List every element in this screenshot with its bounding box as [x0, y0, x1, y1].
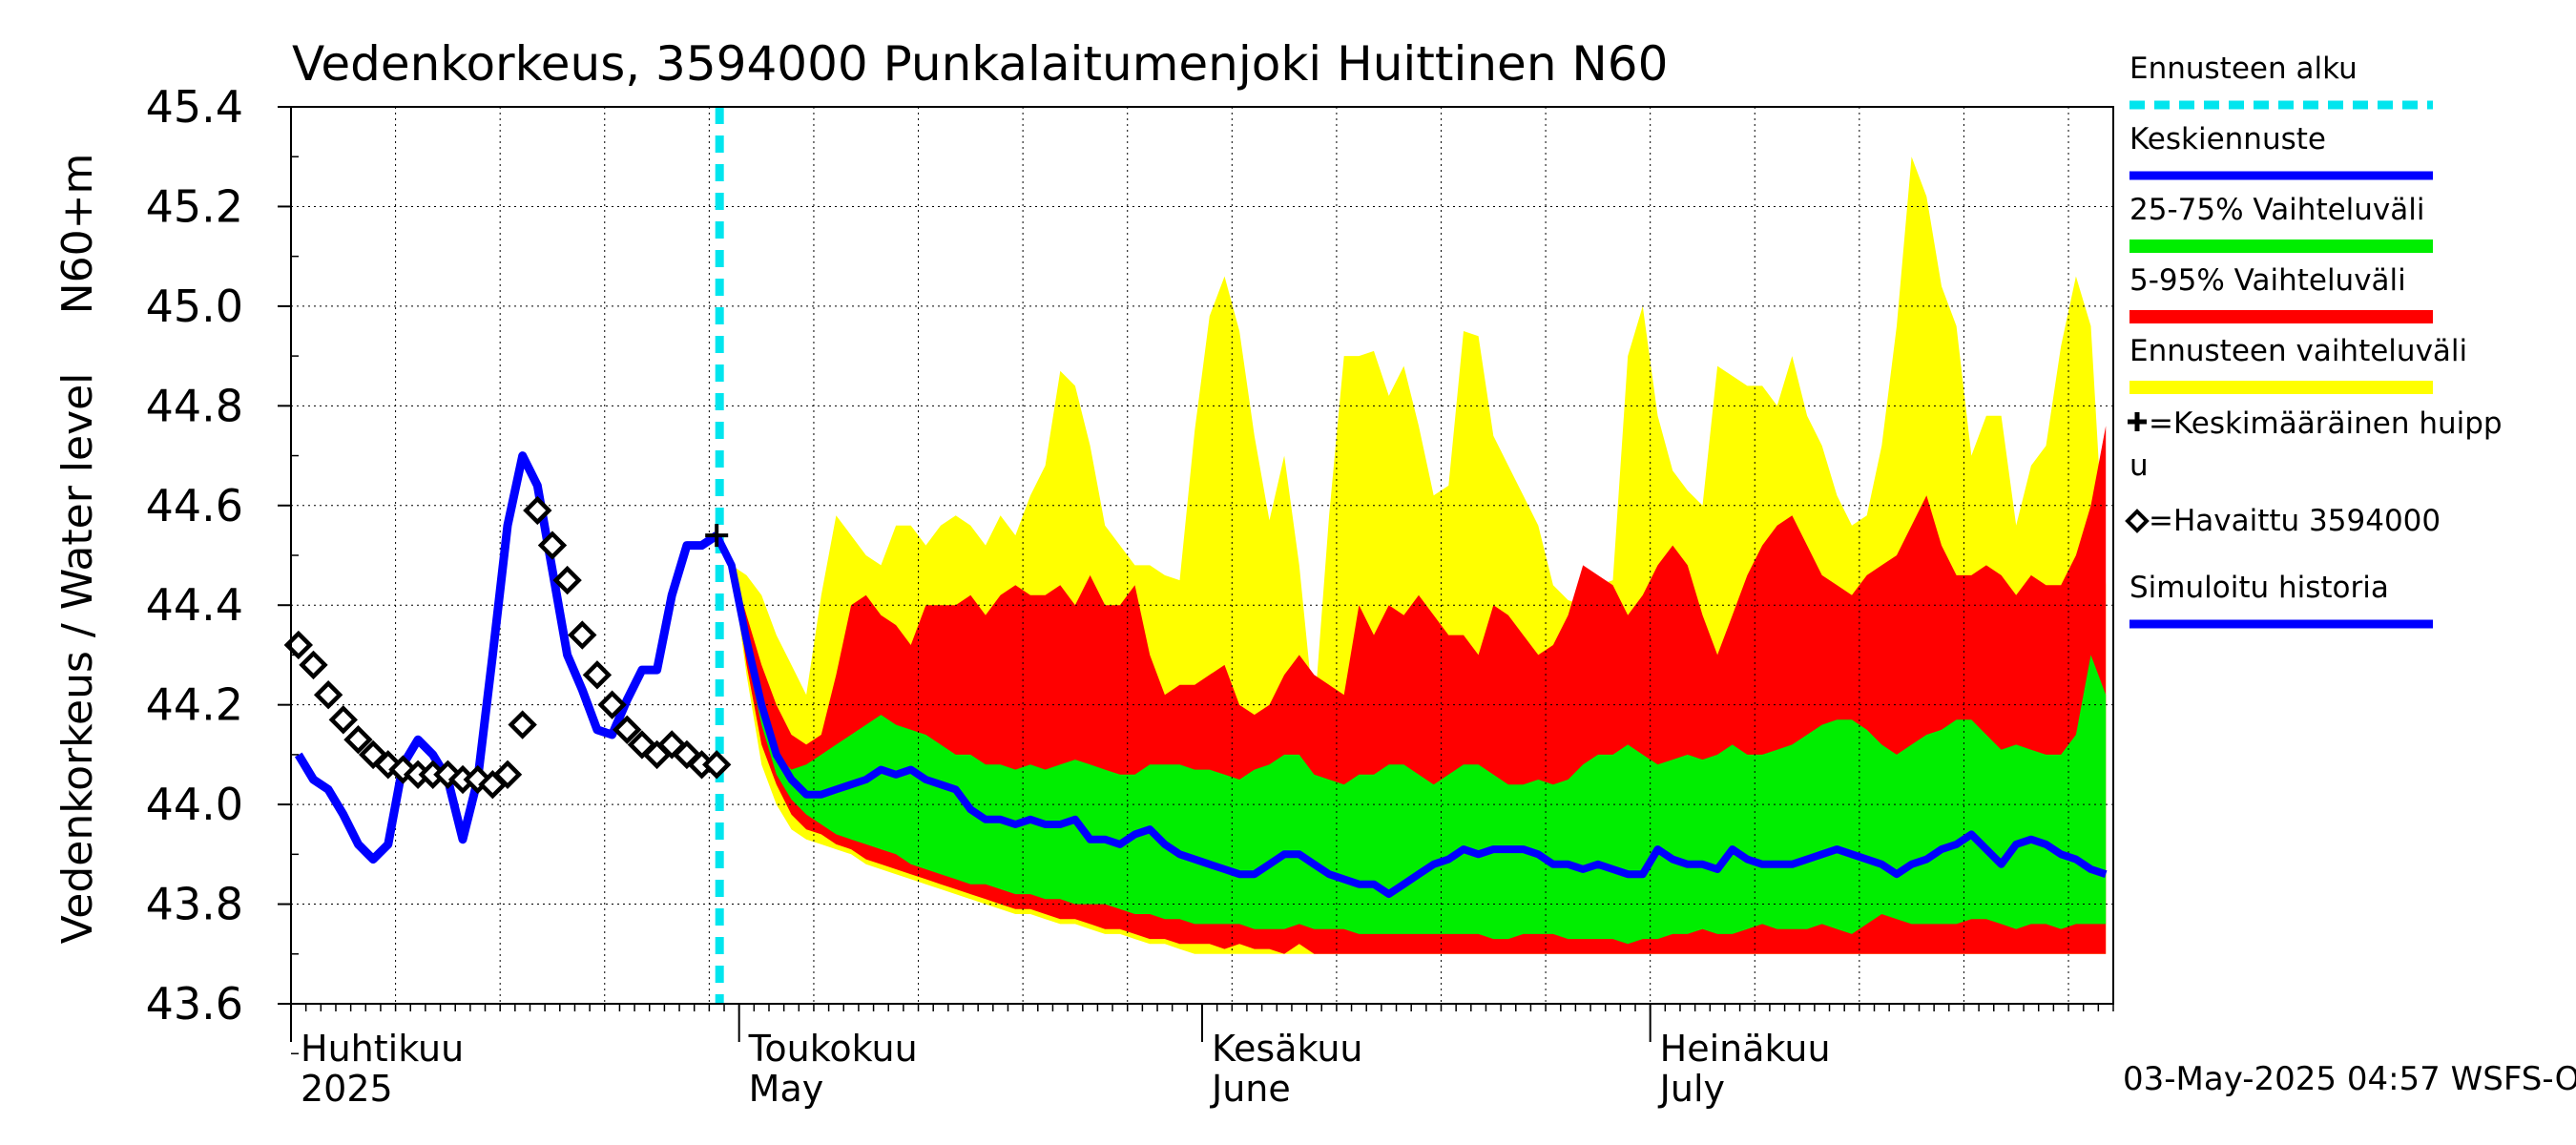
observed-point [582, 660, 613, 690]
observed-point [463, 764, 492, 795]
observed-point [597, 690, 627, 719]
observed-point [508, 710, 537, 739]
month-label-second: May [749, 1068, 824, 1110]
observed-point [343, 725, 373, 755]
y-tick-label: 44.4 [146, 579, 243, 631]
observed-point [702, 750, 732, 780]
grid [290, 106, 2113, 1005]
y-tick-label: 43.6 [146, 978, 243, 1030]
observed-point [492, 760, 523, 789]
legend-label: 5-95% Vaihteluväli [2129, 263, 2406, 298]
legend-swatch [2129, 310, 2433, 323]
y-tick-label: 45.4 [146, 81, 243, 133]
observed-point [328, 705, 358, 735]
legend-observed-symbol [2125, 509, 2150, 533]
y-tick-label: 43.8 [146, 879, 243, 930]
month-label-second: July [1658, 1068, 1725, 1110]
observed-markers [283, 495, 732, 800]
month-label-fi: Huhtikuu [301, 1028, 464, 1070]
y-tick-label: 45.2 [146, 180, 243, 232]
legend-swatch [2129, 239, 2433, 253]
legend-label: =Havaittu 3594000 [2149, 504, 2441, 538]
observed-point [552, 565, 582, 595]
legend-swatch [2129, 381, 2433, 394]
observed-point [537, 531, 568, 560]
simulated-history-line [294, 451, 719, 864]
y-tick-label: 44.6 [146, 480, 243, 531]
plot-area [283, 106, 2113, 1005]
observed-point [299, 650, 328, 680]
legend-label-continued: u [2129, 448, 2149, 483]
observed-point [313, 680, 343, 710]
25-75-range-area [717, 535, 2107, 945]
mean-peak-marker [705, 524, 729, 548]
series-lines [294, 107, 2108, 1004]
y-tick-label: 45.0 [146, 281, 243, 332]
month-label-fi: Toukokuu [748, 1028, 918, 1070]
observed-point [358, 739, 388, 770]
legend-mean-peak-symbol [2128, 412, 2147, 431]
y-axis-unit-label: N60+m [53, 154, 102, 315]
month-label-second: 2025 [301, 1068, 393, 1110]
mean-forecast-line [713, 533, 2108, 899]
footer-timestamp: 03-May-2025 04:57 WSFS-O [2123, 1060, 2576, 1098]
observed-point [388, 755, 418, 784]
y-tick-label: 44.8 [146, 380, 243, 431]
25-75-range-band [717, 535, 2107, 945]
legend-label: Keskiennuste [2129, 122, 2326, 156]
month-label-fi: Kesäkuu [1212, 1028, 1363, 1070]
month-label-fi: Heinäkuu [1660, 1028, 1831, 1070]
observed-point [523, 495, 552, 526]
y-axis-label: Vedenkorkeus / Water level [53, 373, 102, 945]
observed-point [613, 715, 642, 744]
legend-label: Ennusteen vaihteluväli [2129, 334, 2467, 368]
legend-label: Ennusteen alku [2129, 52, 2358, 86]
legend-label: 25-75% Vaihteluväli [2129, 193, 2425, 227]
chart-title: Vedenkorkeus, 3594000 Punkalaitumenjoki … [292, 36, 1668, 92]
month-label-second: June [1210, 1068, 1291, 1110]
legend-label: =Keskimääräinen huipp [2149, 406, 2503, 441]
axes: 43.6 43.8 44.0 44.2 44.4 44.6 44.8 45.0 45.2 45.4… [146, 81, 2114, 1110]
legend-label: Simuloitu historia [2129, 571, 2389, 605]
y-tick-label: 44.0 [146, 779, 243, 830]
legend: Ennusteen alku Keskiennuste 25-75% Vaihtel… [2125, 52, 2503, 629]
y-tick-label: 44.2 [146, 679, 243, 731]
observed-point [568, 620, 597, 650]
